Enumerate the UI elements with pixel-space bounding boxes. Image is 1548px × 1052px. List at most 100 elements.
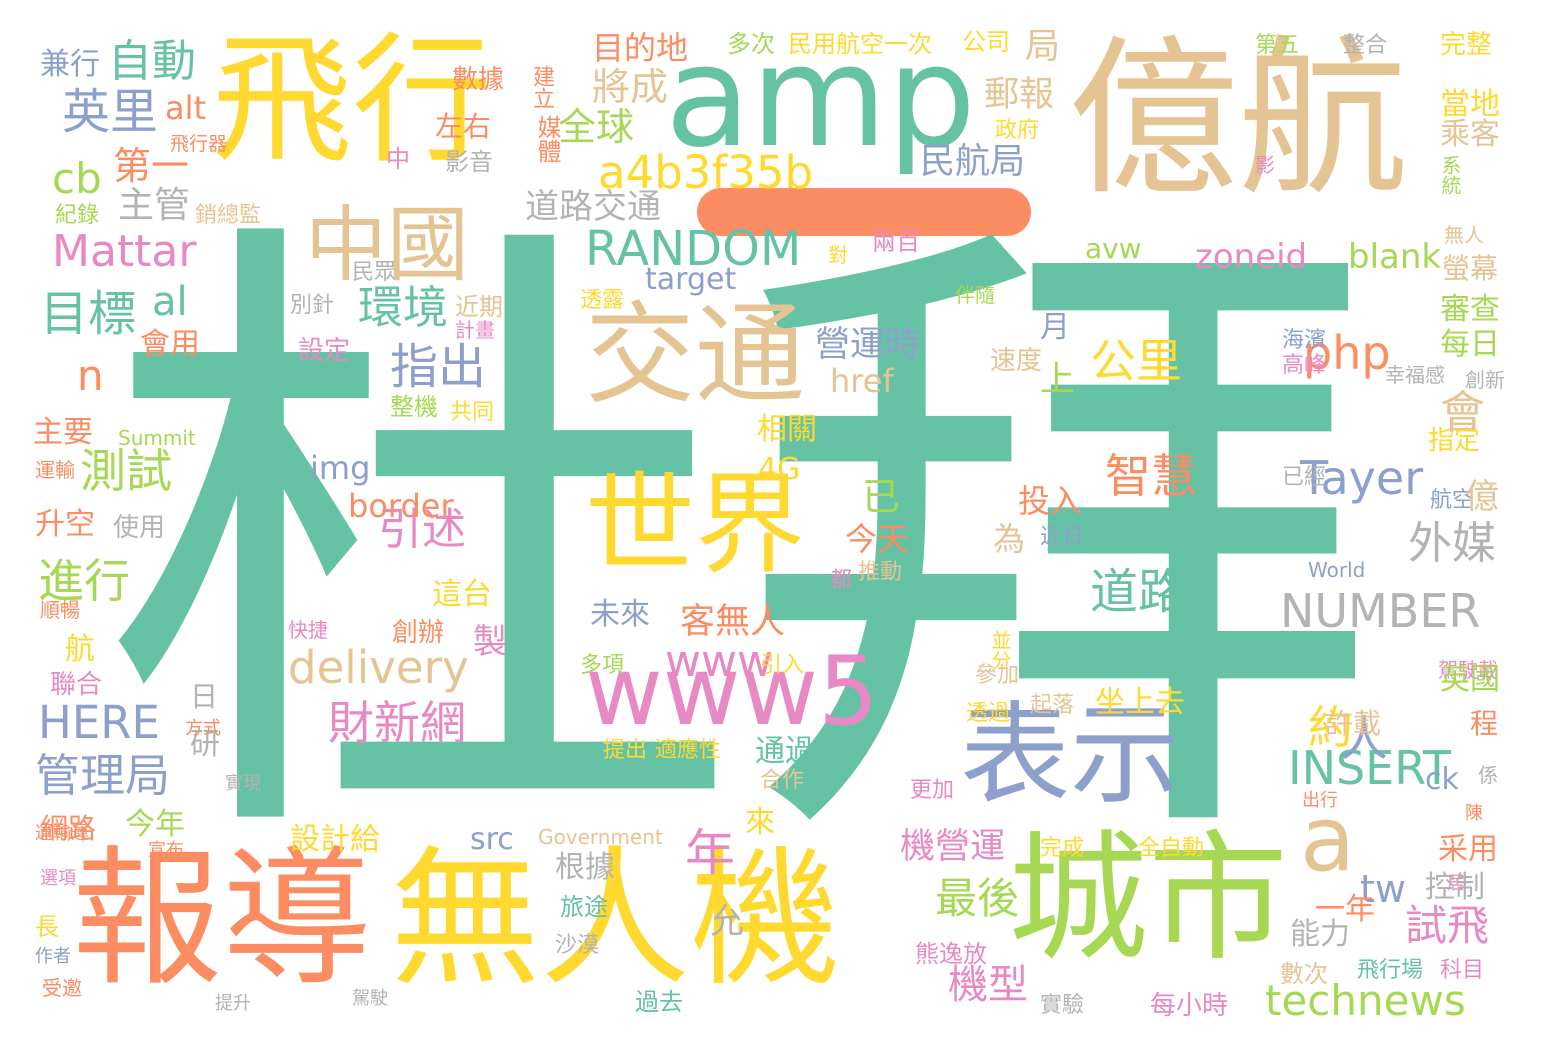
word-23: 目標 (40, 286, 137, 342)
word-86: target (645, 262, 737, 297)
word-87: 兩百 (872, 228, 920, 256)
word-61: 目的地 (592, 29, 689, 67)
word-163: ck (1425, 762, 1459, 797)
word-192: 駕駛 (352, 988, 388, 1009)
word-21: 英里 (62, 84, 159, 140)
word-176: 采用 (1438, 832, 1498, 867)
word-159: 係 (1478, 763, 1498, 787)
word-179: 控制 (1425, 870, 1485, 905)
word-19: HERE (38, 696, 160, 749)
word-170: 運輸運 (35, 823, 89, 844)
word-64: 建立 (529, 65, 554, 109)
word-60: 兼行 (40, 47, 100, 82)
word-151: 起落 (1030, 693, 1075, 718)
word-189: 飛行場 (1357, 958, 1424, 983)
word-94: 會用 (140, 327, 200, 362)
word-138: 航 (65, 632, 95, 667)
word-16: NUMBER (1280, 584, 1481, 638)
word-8: 交通 (585, 291, 805, 419)
word-114: Summit (118, 426, 196, 450)
word-76: 乘客 (1440, 117, 1500, 152)
word-152: 透過 (966, 701, 1011, 726)
word-29: 管理局 (35, 749, 171, 802)
word-38: 人 (1340, 711, 1389, 767)
word-177: 居 (1447, 873, 1465, 894)
word-63: 數據 (452, 65, 505, 95)
word-171: 宣布 (148, 840, 184, 861)
word-35: php (1303, 326, 1391, 380)
word-70: 公司 (962, 28, 1010, 56)
word-185: 受邀 (42, 976, 82, 1000)
word-149: 實現 (225, 773, 261, 794)
word-77: 政府 (995, 118, 1040, 143)
word-40: 約 (1308, 701, 1354, 754)
word-119: 使用 (113, 513, 166, 543)
word-134: 創辦 (392, 618, 445, 648)
word-143: 參加 (975, 663, 1020, 688)
word-84: blank (1348, 237, 1442, 277)
word-13: RANDOM (585, 221, 802, 277)
word-51: 郵報 (984, 75, 1055, 115)
word-91: 每日 (1440, 327, 1500, 362)
word-81: 紀錄 (55, 203, 100, 228)
word-62: 左右 (435, 110, 492, 143)
word-17: INSERT (1288, 741, 1451, 795)
word-65: 媒體 (533, 115, 561, 163)
word-161: 陳 (1465, 803, 1483, 824)
word-98: 透露 (580, 288, 625, 313)
word-120: 已 (862, 475, 901, 519)
word-148: 方式 (185, 718, 221, 739)
word-169: 來 (745, 805, 775, 840)
word-142: 並分 (988, 630, 1012, 670)
word-167: src (470, 822, 514, 857)
word-99: 別針 (290, 293, 335, 318)
word-33: 智慧 (1105, 449, 1197, 503)
word-80: 飛行器 (170, 133, 228, 155)
word-30: 財新網 (328, 696, 466, 750)
word-0: 杜拜 (100, 172, 1380, 917)
word-113: 主要 (33, 415, 93, 450)
word-34: Tayer (1300, 451, 1424, 505)
word-188: 數次 (1280, 960, 1328, 988)
word-79: 系統 (1438, 155, 1462, 195)
word-126: 都 (830, 568, 853, 593)
word-48: n (77, 351, 104, 400)
word-57: 營運時 (815, 325, 921, 365)
word-141: 引入 (760, 653, 805, 678)
word-155: 通過 (755, 734, 815, 769)
word-150: 坐上去 (1095, 685, 1185, 720)
word-108: href (830, 362, 894, 400)
word-115: 運輸 (35, 458, 75, 482)
word-75: 當地 (1440, 87, 1500, 122)
word-55: 主管 (118, 185, 191, 226)
word-72: 第五 (1255, 33, 1300, 58)
word-103: 速度 (990, 346, 1043, 376)
word-139: 聯合 (50, 670, 103, 700)
word-190: 科目 (1440, 958, 1485, 983)
word-156: 提出 (603, 738, 648, 763)
word-158: 合作 (760, 768, 805, 793)
word-194: 實驗 (1040, 993, 1085, 1018)
word-44: 機型 (948, 962, 1028, 1008)
word-41: www (665, 636, 773, 687)
word-42: 客無人 (680, 602, 786, 642)
word-135: 製 (473, 622, 507, 662)
word-25: 指出 (390, 339, 487, 395)
word-175: 全自動 (1138, 836, 1205, 861)
word-9: 世界 (585, 461, 805, 589)
word-180: 能力 (1290, 917, 1350, 952)
word-157: 適應性 (655, 738, 722, 763)
word-97: 計畫 (455, 318, 495, 342)
word-102: 伴隨 (955, 283, 995, 307)
word-191: 提升 (215, 993, 251, 1014)
word-186: 沙漠 (555, 933, 600, 958)
word-112: border (348, 487, 454, 525)
word-125: 推動 (858, 560, 903, 585)
word-147: 研 (190, 727, 220, 762)
word-173: 根據 (555, 850, 615, 885)
word-1: 億航 (1068, 21, 1409, 219)
word-101: 對 (828, 243, 848, 267)
word-123: 為 (993, 520, 1026, 558)
word-6: 城市 (1008, 818, 1289, 981)
word-85: avw (1085, 232, 1142, 265)
